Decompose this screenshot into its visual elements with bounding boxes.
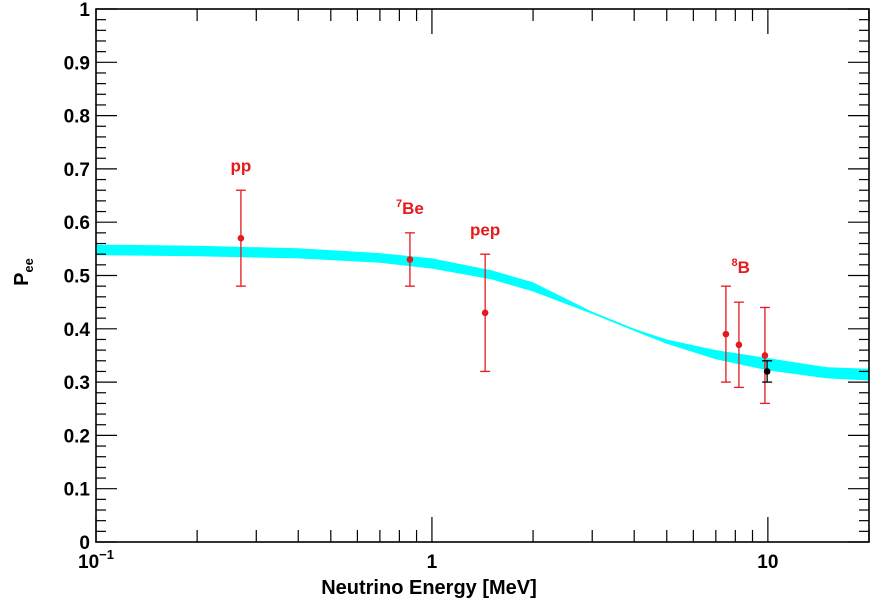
data-point: [404, 232, 415, 287]
y-tick-label: 0.8: [64, 107, 90, 128]
y-tick-label: 0.2: [64, 426, 90, 447]
source-label: pep: [470, 221, 500, 240]
y-tick-label: 1: [79, 0, 90, 21]
data-point: [733, 301, 744, 389]
data-point: [480, 253, 491, 373]
x-axis-title: Neutrino Energy [MeV]: [321, 577, 537, 599]
source-label: 8B: [731, 257, 749, 277]
y-axis-title: Pee: [11, 258, 36, 286]
data-marker: [406, 256, 414, 263]
data-marker: [237, 234, 245, 242]
data-marker: [722, 330, 730, 338]
y-axis-title-main: P: [11, 273, 33, 286]
axes: 0 0.1 0.2 0.3 0.4 0.5 0.6 0.7 0.8 0.9 1 10−1 1 10: [64, 0, 870, 573]
y-tick-label: 0.4: [64, 320, 91, 341]
y-tick-label: 0: [79, 533, 90, 554]
data-marker: [763, 368, 771, 375]
y-tick-label: 0.3: [64, 373, 90, 394]
source-label: 7Be: [396, 198, 424, 218]
survival-probability-band: [96, 244, 869, 381]
y-tick-label: 0.1: [64, 480, 91, 501]
data-point: [762, 360, 773, 383]
data-points-layer: [235, 189, 773, 405]
x-tick-label: 1: [427, 552, 438, 573]
y-tick-label: 0.5: [64, 267, 91, 288]
data-point: [720, 285, 731, 383]
data-marker: [481, 309, 489, 317]
y-tick-label: 0.7: [64, 160, 90, 181]
source-label: pp: [231, 157, 252, 176]
data-point: [235, 189, 246, 287]
annotation-layer: pp 7Be pep 8B: [231, 157, 750, 277]
data-marker: [761, 352, 769, 359]
y-tick-label: 0.6: [64, 213, 90, 234]
data-marker: [735, 341, 743, 349]
x-tick-label: 10−1: [78, 547, 114, 573]
y-axis-title-sub: ee: [21, 258, 36, 272]
y-tick-label: 0.9: [64, 53, 90, 74]
x-tick-label: 10: [757, 552, 778, 573]
survival-probability-band-layer: [96, 244, 869, 381]
data-point: [759, 306, 770, 405]
